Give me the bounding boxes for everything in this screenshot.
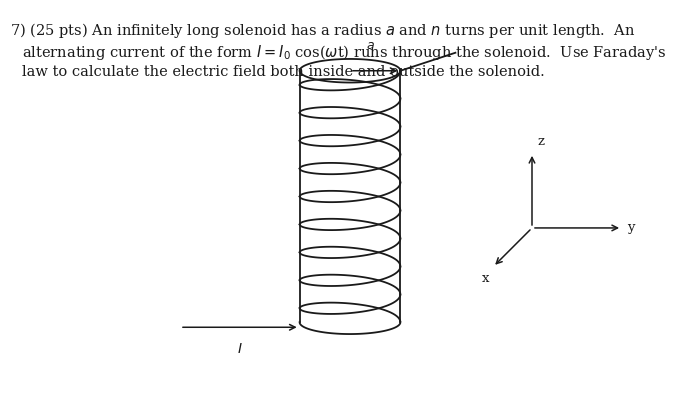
Text: z: z xyxy=(537,135,544,148)
Text: $I$: $I$ xyxy=(237,342,243,356)
Text: y: y xyxy=(627,221,634,235)
Text: alternating current of the form $I = I_0$ cos($\omega$t) runs through the soleno: alternating current of the form $I = I_0… xyxy=(22,43,666,62)
Text: 7) (25 pts) An infinitely long solenoid has a radius $a$ and $n$ turns per unit : 7) (25 pts) An infinitely long solenoid … xyxy=(10,21,636,40)
Text: law to calculate the electric field both inside and outside the solenoid.: law to calculate the electric field both… xyxy=(22,65,545,79)
Text: x: x xyxy=(482,272,489,285)
Text: $a$: $a$ xyxy=(365,39,375,52)
